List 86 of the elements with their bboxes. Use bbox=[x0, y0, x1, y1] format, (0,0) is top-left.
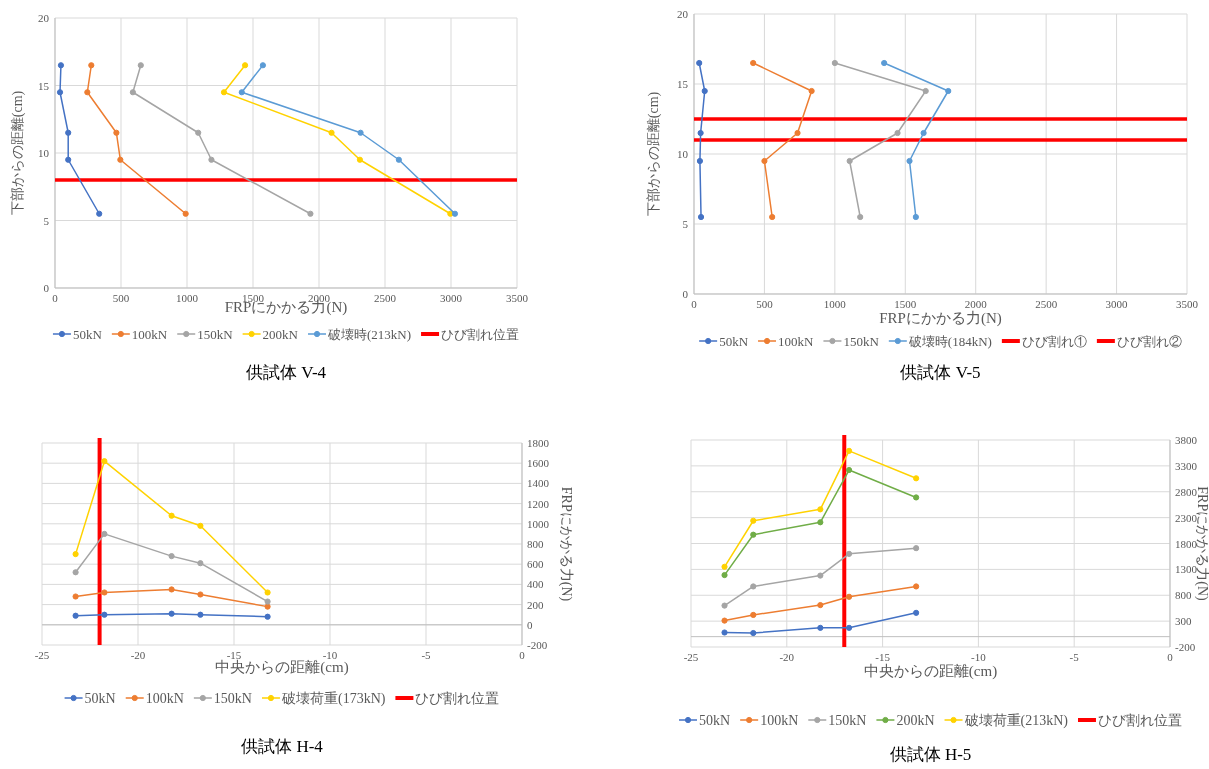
legend-label: ひび割れ位置 bbox=[441, 326, 520, 342]
y-axis-title: FRPにかかる力(N) bbox=[558, 486, 574, 602]
x-tick-label: 0 bbox=[1167, 651, 1174, 663]
y-tick-label: 1400 bbox=[527, 477, 550, 490]
legend-label: 100kN bbox=[760, 713, 799, 729]
legend-label: 50kN bbox=[72, 326, 103, 342]
legend-label: 50kN bbox=[84, 691, 116, 707]
y-tick-label: -200 bbox=[1175, 641, 1196, 653]
x-tick-label: -10 bbox=[322, 649, 338, 661]
legend-label: 50kN bbox=[719, 333, 749, 349]
legend-label: 150kN bbox=[213, 691, 252, 707]
y-tick-label: 15 bbox=[38, 79, 50, 92]
x-tick-label: 1000 bbox=[823, 298, 847, 310]
x-tick-label: 1000 bbox=[176, 292, 199, 304]
y-tick-label: 600 bbox=[527, 558, 544, 571]
text: 供試体 H-5 bbox=[889, 745, 972, 764]
x-tick-label: -10 bbox=[971, 651, 987, 663]
x-tick-label: -20 bbox=[779, 651, 795, 663]
legend-label: 破壊荷重(173kN) bbox=[280, 691, 386, 708]
y-tick-label: 5 bbox=[682, 218, 689, 230]
x-tick-label: 0 bbox=[691, 298, 698, 310]
legend-label: 破壊時(184kN) bbox=[907, 333, 992, 349]
legend-label: 破壊荷重(213kN) bbox=[963, 713, 1069, 730]
legend-label: 200kN bbox=[896, 713, 935, 729]
y-tick-label: 800 bbox=[1175, 589, 1192, 602]
y-tick-label: 20 bbox=[38, 12, 50, 24]
legend-label: 50kN bbox=[699, 713, 731, 729]
y-tick-label: -200 bbox=[527, 639, 548, 651]
text: 供試体 V-4 bbox=[245, 363, 327, 382]
x-tick-label: -25 bbox=[683, 651, 699, 663]
legend-label: 100kN bbox=[145, 691, 184, 707]
x-tick-label: 2500 bbox=[1035, 298, 1058, 310]
y-tick-label: 1300 bbox=[1175, 563, 1198, 576]
text: 供試体 H-4 bbox=[241, 737, 324, 756]
x-tick-label: 3500 bbox=[506, 292, 529, 304]
text: 供試体 V-5 bbox=[900, 363, 981, 382]
x-tick-label: -5 bbox=[1069, 651, 1080, 663]
y-axis-title: 下部からの距離(cm) bbox=[10, 90, 26, 216]
y-tick-label: 3300 bbox=[1175, 459, 1198, 472]
legend-label: 150kN bbox=[843, 333, 880, 349]
y-tick-label: 1600 bbox=[527, 457, 550, 470]
y-tick-label: 1200 bbox=[527, 497, 550, 510]
y-tick-label: 20 bbox=[677, 8, 689, 20]
y-tick-label: 400 bbox=[527, 578, 544, 591]
legend-label: 100kN bbox=[778, 333, 815, 349]
y-tick-label: 200 bbox=[527, 598, 544, 611]
y-tick-label: 2800 bbox=[1175, 485, 1198, 498]
legend-label: ひび割れ位置 bbox=[1097, 713, 1182, 729]
x-tick-label: 3000 bbox=[440, 292, 463, 304]
y-tick-label: 15 bbox=[677, 78, 689, 90]
x-tick-label: 0 bbox=[52, 292, 59, 304]
x-tick-label: 500 bbox=[112, 292, 130, 304]
x-axis-title: 中央からの距離(cm) bbox=[215, 659, 349, 676]
y-tick-label: 300 bbox=[1175, 615, 1192, 628]
x-tick-label: -5 bbox=[421, 649, 432, 661]
legend-label: 100kN bbox=[131, 326, 168, 342]
x-tick-label: -15 bbox=[875, 651, 891, 663]
y-axis-title: 下部からの距離(cm) bbox=[646, 91, 662, 217]
legend-label: 200kN bbox=[262, 326, 299, 342]
x-tick-label: 2000 bbox=[964, 298, 988, 310]
y-tick-label: 1000 bbox=[527, 517, 550, 530]
x-tick-label: -25 bbox=[34, 649, 50, 661]
x-axis-title: 中央からの距離(cm) bbox=[863, 663, 998, 680]
y-tick-label: 10 bbox=[38, 147, 50, 159]
y-tick-label: 800 bbox=[527, 538, 544, 550]
y-tick-label: 0 bbox=[527, 618, 533, 631]
x-tick-label: 0 bbox=[519, 649, 526, 661]
y-tick-label: 0 bbox=[43, 282, 50, 294]
legend-label: 150kN bbox=[197, 326, 234, 342]
y-tick-label: 1800 bbox=[1175, 537, 1198, 550]
legend-label: 150kN bbox=[828, 713, 867, 729]
legend-label: ひび割れ② bbox=[1116, 333, 1182, 349]
x-tick-label: 3000 bbox=[1105, 298, 1129, 310]
y-tick-label: 5 bbox=[43, 214, 50, 227]
y-tick-label: 10 bbox=[677, 148, 689, 160]
x-tick-label: 2500 bbox=[374, 292, 397, 304]
x-axis-title: FRPにかかる力(N) bbox=[879, 310, 1002, 327]
x-tick-label: -20 bbox=[130, 649, 146, 661]
x-tick-label: 1500 bbox=[894, 298, 917, 310]
x-tick-label: 3500 bbox=[1176, 298, 1199, 310]
legend-label: ひび割れ位置 bbox=[415, 691, 500, 707]
legend-label: ひび割れ① bbox=[1021, 333, 1087, 349]
x-tick-label: 500 bbox=[756, 298, 774, 310]
legend-label: 破壊時(213kN) bbox=[327, 326, 412, 342]
y-tick-label: 3800 bbox=[1175, 434, 1198, 446]
y-tick-label: 1800 bbox=[527, 437, 550, 449]
